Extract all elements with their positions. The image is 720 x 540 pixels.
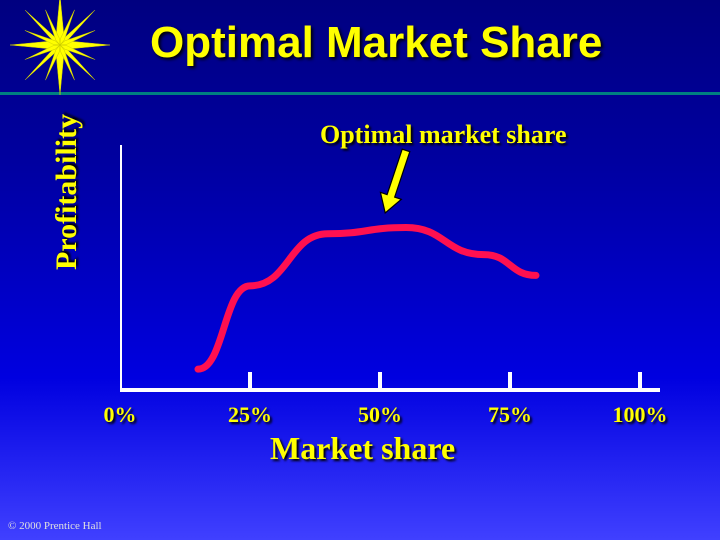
- x-tick-label: 0%: [104, 402, 137, 428]
- x-tick-label: 75%: [488, 402, 532, 428]
- x-tick-label: 25%: [228, 402, 272, 428]
- chart-svg: [120, 140, 660, 430]
- copyright-text: © 2000 Prentice Hall: [8, 520, 102, 532]
- slide-header: Optimal Market Share: [0, 0, 720, 95]
- slide-title: Optimal Market Share: [150, 18, 602, 68]
- chart-area: Optimal market share Profitability Marke…: [60, 110, 660, 470]
- starburst-icon: [10, 0, 110, 95]
- x-tick-label: 100%: [613, 402, 668, 428]
- x-tick-label: 50%: [358, 402, 402, 428]
- x-axis-label: Market share: [270, 430, 455, 467]
- y-axis-label: Profitability: [50, 114, 84, 270]
